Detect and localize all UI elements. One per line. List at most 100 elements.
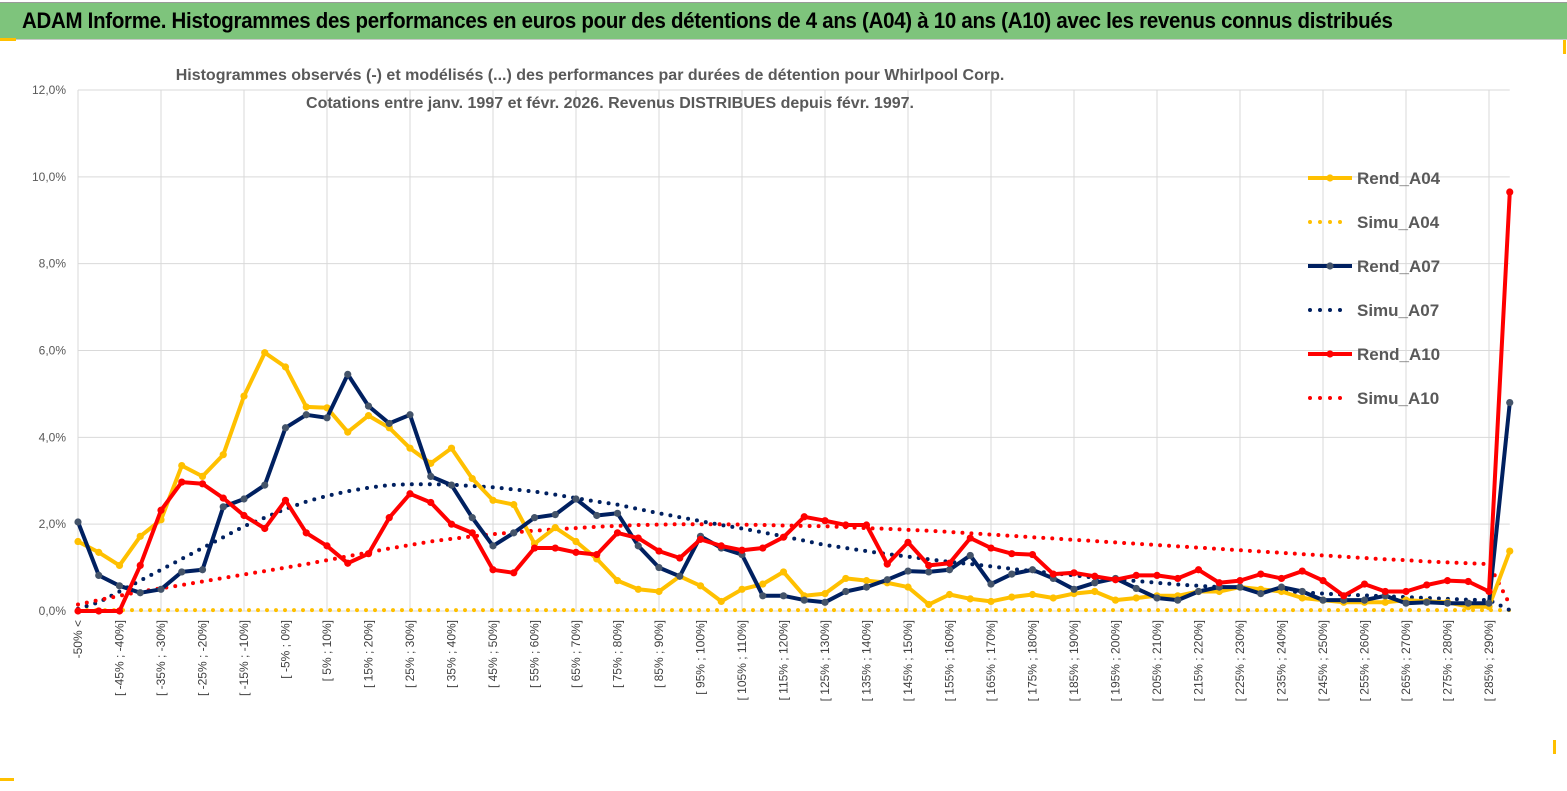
legend-label: Rend_A07 [1357,257,1440,276]
data-point [198,566,207,574]
data-point [115,582,124,590]
data-point [1132,594,1140,602]
x-tick-label: [ 45% ; 50%] [486,620,500,688]
legend-item-Rend_A10: Rend_A10 [1308,345,1440,364]
data-point [1277,583,1286,591]
data-point [240,392,248,400]
data-point [634,534,642,542]
data-point [655,547,663,555]
data-point [240,495,248,503]
data-point [344,370,352,378]
data-point [261,349,269,357]
data-point [987,580,995,588]
x-tick-label: [ 235% ; 240%] [1275,620,1289,701]
data-point [530,514,539,522]
x-tick-label: [ 225% ; 230%] [1233,620,1247,701]
data-point [1464,577,1472,586]
x-tick-label: [ 265% ; 270%] [1399,620,1413,701]
data-point [530,544,539,552]
data-point [219,451,227,459]
y-tick-label: 8,0% [39,257,67,271]
data-point [261,524,269,533]
corner-accent [1563,40,1566,54]
data-point [468,529,476,537]
grid [77,89,1510,612]
data-point [1277,574,1286,583]
data-point [1506,188,1514,196]
data-point [364,550,373,558]
legend: Rend_A04 Simu_A04 Rend_A07 Simu_A07 Rend_A10… [1308,169,1441,408]
data-point [406,411,414,419]
data-point [1381,587,1389,596]
data-point [281,496,290,504]
data-point [302,403,310,411]
x-tick-label: [ 5% ; 10%] [320,620,334,681]
x-tick-label: [ 275% ; 280%] [1441,620,1455,701]
data-point [945,590,954,599]
x-tick-label: [ 55% ; 60%] [528,620,542,688]
data-point [904,567,912,575]
data-point [759,592,767,600]
data-point [178,568,186,576]
legend-label: Simu_A10 [1357,389,1439,408]
x-tick-label: [ 125% ; 130%] [818,620,832,701]
data-point [987,597,995,606]
data-point [842,574,850,583]
data-point [1070,585,1078,593]
x-tick-label: [ 35% ; 40%] [445,620,459,688]
legend-label: Simu_A04 [1357,213,1440,232]
data-point [759,580,767,588]
x-tick-label: [ 135% ; 140%] [860,620,874,701]
data-point [1132,584,1140,593]
data-point [261,481,269,489]
legend-label: Rend_A04 [1357,169,1441,188]
x-tick-label: [ 185% ; 190%] [1067,620,1081,701]
data-point [1506,399,1514,407]
y-tick-label: 10,0% [32,170,66,184]
data-point [904,538,912,547]
x-tick-label: [ 245% ; 250%] [1316,620,1330,701]
data-point [800,596,808,604]
data-point [406,490,414,498]
data-point [1319,596,1327,604]
data-point [115,561,124,570]
x-tick-label: [ -25% ; -20%] [196,620,210,696]
x-tick-label: [ 15% ; 20%] [362,620,376,688]
data-point [1091,572,1099,580]
data-point [344,559,352,567]
data-point [572,495,580,503]
data-point [613,509,622,517]
data-point [1091,579,1099,587]
data-point [842,587,850,596]
y-tick-label: 6,0% [39,344,67,358]
y-tick-label: 12,0% [32,83,66,97]
data-point [385,514,393,522]
series-line-Rend_A04 [77,350,1512,609]
data-point [1464,599,1472,607]
legend-item-Rend_A04: Rend_A04 [1308,169,1441,188]
data-point [364,412,373,420]
data-point [1111,596,1120,604]
data-point [136,532,144,540]
data-point [738,585,746,593]
data-point [95,571,103,579]
data-point [115,607,124,615]
data-point [572,548,580,556]
data-point [634,542,642,550]
data-point [468,514,476,522]
data-point [1070,569,1078,577]
data-point [1340,592,1348,600]
data-point [925,568,933,576]
x-tick-label: [ 255% ; 260%] [1358,620,1372,701]
data-point [696,535,705,543]
data-point [219,503,227,511]
data-point [779,533,788,541]
data-point [385,419,393,428]
x-tick-label: [ 25% ; 30%] [403,620,417,688]
data-point [1008,570,1016,578]
data-point [198,480,207,488]
x-tick-label: [ 65% ; 70%] [569,620,583,688]
data-point [281,424,290,432]
data-point [302,529,310,537]
data-point [240,511,248,520]
